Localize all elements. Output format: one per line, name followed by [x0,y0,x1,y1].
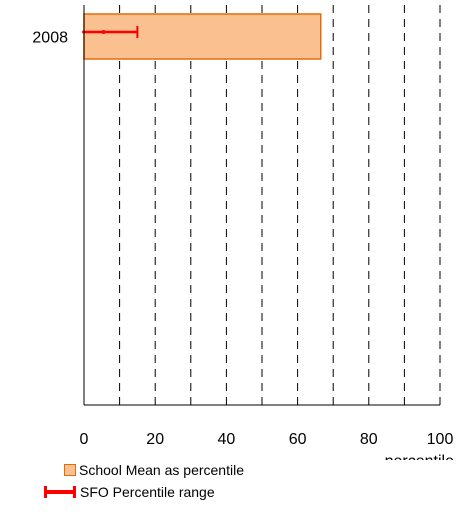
legend-swatch-error-bar [44,486,76,498]
y-tick-label: 2008 [32,30,68,47]
error-bars [82,26,139,38]
legend-swatch-bar [64,464,76,476]
bar [83,13,322,60]
legend-swatch-error-line [45,490,75,494]
legend-label-school-mean: School Mean as percentile [79,462,244,478]
x-tick-label: 0 [80,431,89,448]
legend-item-school-mean: School Mean as percentile [44,459,244,481]
error-bar-marker [101,30,106,34]
x-axis-label: percentile [385,453,454,460]
y-tick-labels: 2008 [32,30,68,47]
x-tick-label: 40 [218,431,236,448]
legend-swatch-error-cap-right [73,486,76,498]
x-tick-label: 60 [289,431,307,448]
x-tick-labels: 0 20 40 60 80 100 [80,431,454,448]
chart-svg: 2008 0 20 40 60 80 100 percentile [32,5,454,460]
legend-swatch-error-cap-left [44,486,47,498]
x-tick-label: 100 [427,431,454,448]
legend-item-sfo-range: SFO Percentile range [44,481,244,503]
x-tick-label: 80 [360,431,378,448]
grid-lines [119,5,441,405]
legend-label-sfo-range: SFO Percentile range [80,484,215,500]
bars [83,13,322,60]
legend: School Mean as percentile SFO Percentile… [44,459,244,503]
x-tick-label: 20 [146,431,164,448]
